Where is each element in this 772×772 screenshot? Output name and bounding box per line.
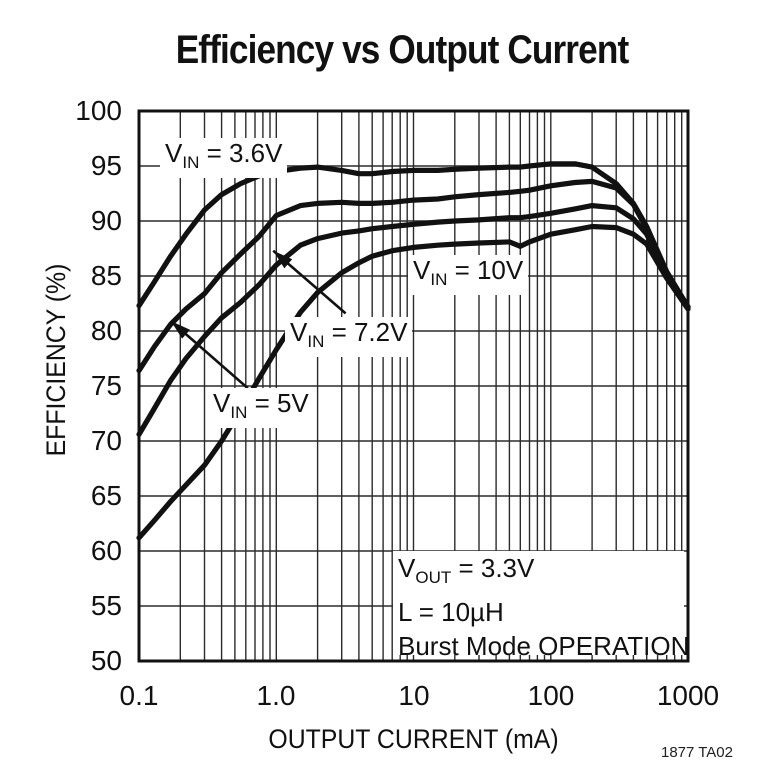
curve-label-vin-10v: VIN = 10V <box>408 255 529 296</box>
x-tick-label-0.1: 0.1 <box>119 680 159 711</box>
curve-label-vin-10v-subscript: IN <box>430 270 448 290</box>
curve-label-vin-5v-value: = 5V <box>247 388 309 418</box>
y-tick-label-75: 75 <box>90 370 122 401</box>
y-tick-label-50: 50 <box>90 645 122 676</box>
plot-frame <box>137 109 690 663</box>
y-tick-label-90: 90 <box>90 205 122 236</box>
curve-label-vin-3v6-subscript: IN <box>182 153 200 173</box>
x-tick-label-1000: 1000 <box>656 680 720 711</box>
curve-label-vin-5v: VIN = 5V <box>208 388 314 429</box>
curve-label-vin-5v-subscript: IN <box>230 403 248 423</box>
y-axis-title: EFFICIENCY (%) <box>41 263 71 457</box>
curve-vin-7.2v <box>136 203 691 437</box>
y-tick-label-70: 70 <box>90 425 122 456</box>
x-tick-label-10: 10 <box>398 680 430 711</box>
x-tick-label-100: 100 <box>527 680 575 711</box>
arrow-to-vin-7.2v-curve <box>272 249 347 315</box>
curve-label-vin-3v6: VIN = 3.6V <box>160 138 288 179</box>
x-tick-label-1.0: 1.0 <box>256 680 296 711</box>
curve-label-vin-7v2-value: = 7.2V <box>324 317 408 347</box>
condition-vout-symbol: V <box>398 553 416 583</box>
condition-vout: VOUT = 3.3V <box>398 551 684 595</box>
y-tick-label-65: 65 <box>90 480 122 511</box>
y-tick-label-85: 85 <box>90 260 122 291</box>
curve-label-vin-7v2-subscript: IN <box>307 332 325 352</box>
test-conditions-box: VOUT = 3.3V L = 10µH Burst Mode OPERATIO… <box>393 551 689 661</box>
curve-vin-5v <box>136 178 691 374</box>
curve-label-vin-10v-value: = 10V <box>447 255 524 285</box>
curve-label-vin-5v-symbol: V <box>213 388 231 418</box>
curve-vin-3.6v <box>136 161 691 310</box>
y-tick-label-100: 100 <box>75 95 122 126</box>
y-tick-label-95: 95 <box>90 150 122 181</box>
y-tick-label-80: 80 <box>90 315 122 346</box>
y-tick-label-55: 55 <box>90 590 122 621</box>
condition-inductor: L = 10µH <box>398 597 504 628</box>
curve-label-vin-10v-symbol: V <box>413 255 431 285</box>
curve-label-vin-3v6-value: = 3.6V <box>199 138 283 168</box>
arrow-to-vin-5v-curve <box>170 320 249 390</box>
curve-label-vin-7v2-symbol: V <box>290 317 308 347</box>
figure-reference-code: 1877 TA02 <box>660 744 733 761</box>
y-tick-label-60: 60 <box>90 535 122 566</box>
curve-label-vin-7v2: VIN = 7.2V <box>285 317 413 358</box>
condition-vout-subscript: OUT <box>415 568 452 588</box>
curve-label-vin-3v6-symbol: V <box>165 138 183 168</box>
condition-burst-mode: Burst Mode OPERATION <box>398 631 690 662</box>
curve-vin-10v <box>136 223 691 541</box>
chart-title: Efficiency vs Output Current <box>175 28 629 72</box>
x-axis-title: OUTPUT CURRENT (mA) <box>268 724 559 754</box>
condition-vout-value: = 3.3V <box>451 553 535 583</box>
